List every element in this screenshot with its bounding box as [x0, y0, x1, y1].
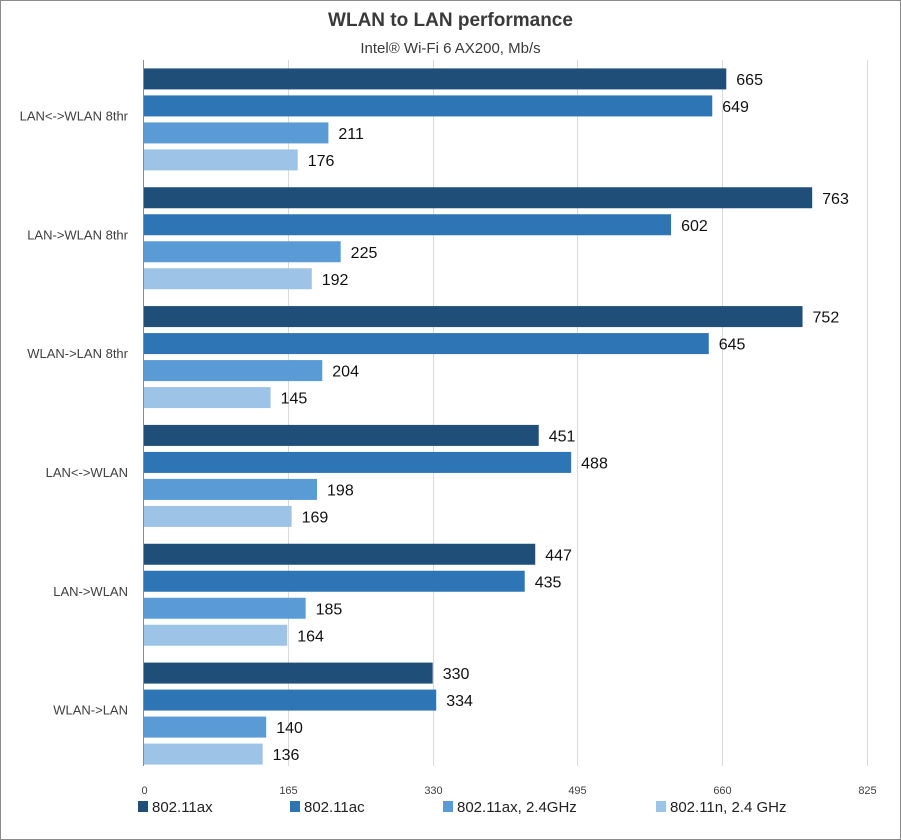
bar [143, 597, 306, 619]
bar [143, 716, 267, 738]
data-label: 451 [549, 428, 576, 445]
bar [143, 624, 288, 646]
bars [143, 68, 813, 765]
legend-label: 802.11n, 2.4 GHz [670, 799, 786, 816]
data-label: 649 [722, 99, 749, 116]
x-tick-label: 495 [568, 785, 586, 797]
legend-swatch [290, 801, 300, 812]
data-label: 602 [681, 218, 708, 235]
chart-title: WLAN to LAN performance [328, 10, 573, 31]
bar [143, 333, 709, 355]
data-label: 176 [308, 153, 335, 170]
data-label: 645 [719, 337, 746, 354]
bar [143, 451, 572, 473]
chart-subtitle: Intel® Wi-Fi 6 AX200, Mb/s [360, 40, 541, 57]
gridlines [288, 60, 868, 766]
legend-label: 802.11ax [152, 799, 213, 816]
data-label: 169 [302, 509, 329, 526]
bar [143, 689, 437, 711]
x-tick-label: 330 [424, 785, 442, 797]
data-label: 330 [443, 666, 470, 683]
category-label: LAN<->WLAN [46, 465, 128, 480]
bar [143, 95, 713, 117]
x-tick-label: 825 [858, 785, 876, 797]
legend-swatch [656, 801, 666, 812]
category-labels: LAN<->WLAN 8thr LAN->WLAN 8thr WLAN->LAN 8… [20, 108, 129, 717]
data-label: 752 [813, 310, 840, 327]
data-label: 192 [322, 272, 349, 289]
data-label: 145 [281, 391, 308, 408]
bar [143, 241, 341, 263]
data-label: 435 [535, 574, 562, 591]
bar [143, 743, 263, 765]
legend-swatch [443, 801, 453, 812]
bar [143, 187, 813, 209]
bar [143, 122, 329, 144]
data-label: 185 [316, 601, 343, 618]
bar [143, 268, 312, 290]
category-label: WLAN->LAN [53, 703, 128, 718]
bar [143, 387, 271, 409]
bar [143, 214, 672, 236]
legend-label: 802.11ax, 2.4GHz [457, 799, 577, 816]
x-tick-label: 660 [713, 785, 731, 797]
data-label: 763 [822, 191, 849, 208]
bar [143, 360, 323, 382]
legend-label: 802.11ac [304, 799, 365, 816]
data-label: 665 [736, 72, 763, 89]
category-label: LAN->WLAN [53, 584, 128, 599]
x-tick-label: 165 [279, 785, 297, 797]
legend: 802.11ax 802.11ac 802.11ax, 2.4GHz 802.11n,… [138, 799, 786, 816]
category-label: LAN<->WLAN 8thr [20, 108, 129, 123]
bar [143, 505, 292, 527]
category-label: WLAN->LAN 8thr [27, 346, 128, 361]
data-label: 136 [273, 747, 300, 764]
bar [143, 149, 298, 171]
data-label: 447 [545, 547, 572, 564]
data-label: 198 [327, 482, 354, 499]
legend-swatch [138, 801, 148, 812]
bar [143, 662, 433, 684]
category-label: LAN->WLAN 8thr [27, 227, 128, 242]
bar [143, 68, 727, 90]
bar [143, 306, 803, 328]
bar [143, 478, 318, 500]
x-tick-label: 0 [141, 785, 147, 797]
data-label: 204 [332, 364, 359, 381]
bar [143, 543, 536, 565]
data-label: 164 [297, 628, 324, 645]
data-label: 488 [581, 455, 608, 472]
data-label: 211 [338, 126, 364, 143]
data-label: 140 [276, 720, 303, 737]
data-label: 334 [446, 693, 473, 710]
bar [143, 570, 525, 592]
bar [143, 424, 539, 446]
data-label: 225 [351, 245, 378, 262]
x-tick-labels: 0 165 330 495 660 825 [141, 785, 876, 797]
